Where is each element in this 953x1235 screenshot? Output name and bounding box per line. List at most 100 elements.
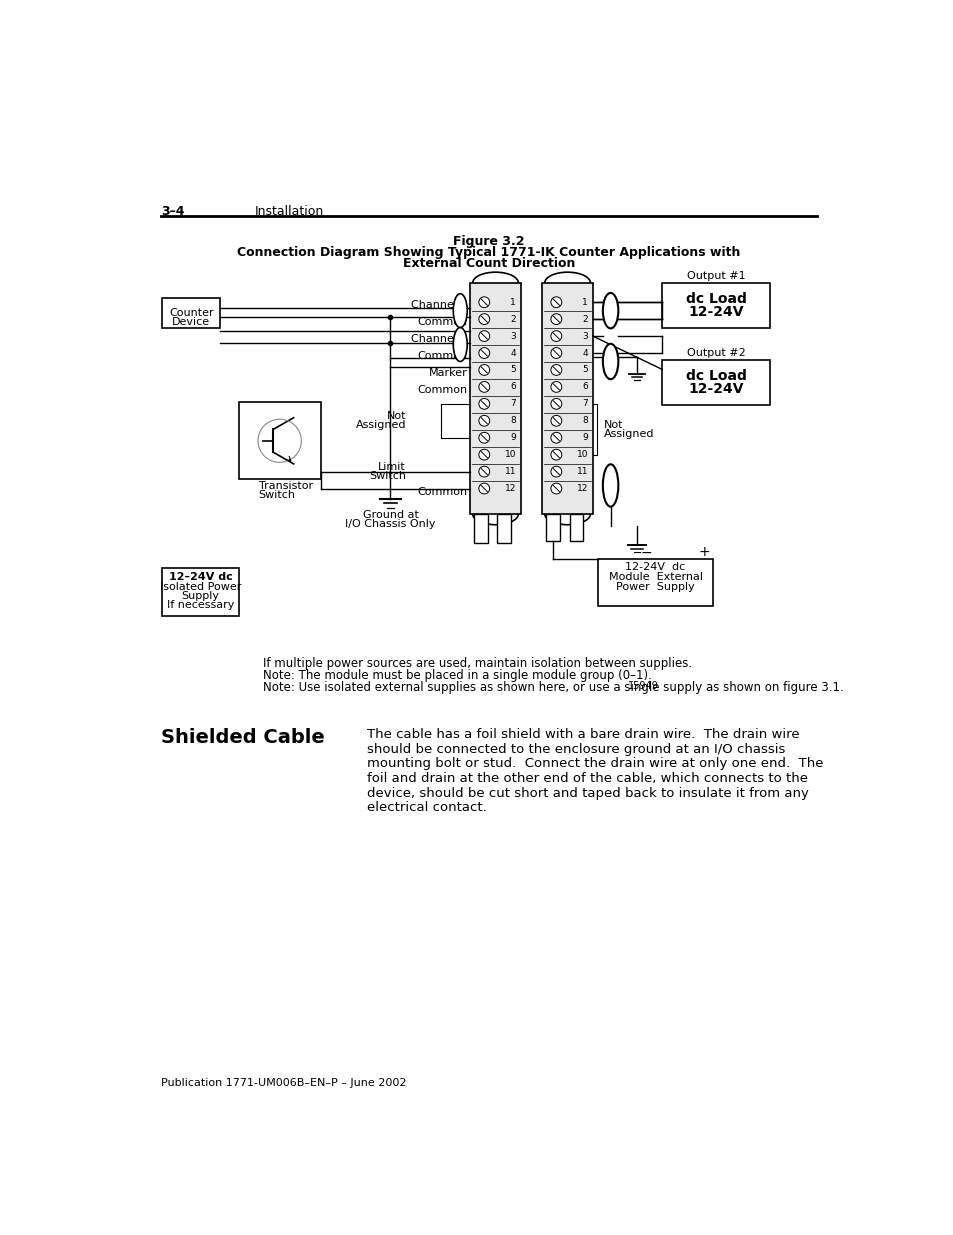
- Circle shape: [478, 450, 489, 461]
- Circle shape: [550, 450, 561, 461]
- Circle shape: [550, 432, 561, 443]
- Text: 12–24V dc: 12–24V dc: [169, 572, 233, 582]
- Text: Limit: Limit: [377, 462, 406, 472]
- Ellipse shape: [602, 343, 618, 379]
- Text: dc Load: dc Load: [685, 293, 745, 306]
- Text: Supply: Supply: [181, 592, 219, 601]
- Text: 5: 5: [510, 366, 516, 374]
- Text: 7: 7: [581, 399, 587, 409]
- Text: +: +: [698, 546, 709, 559]
- Text: 12: 12: [504, 484, 516, 493]
- Text: dc Load: dc Load: [685, 369, 745, 383]
- Text: Channel A: Channel A: [411, 300, 468, 310]
- Text: Power  Supply: Power Supply: [616, 583, 694, 593]
- Bar: [569, 514, 583, 541]
- Text: Note: The module must be placed in a single module group (0–1).: Note: The module must be placed in a sin…: [262, 669, 651, 683]
- Bar: [661, 283, 769, 327]
- Text: Marker: Marker: [429, 368, 468, 378]
- Circle shape: [550, 382, 561, 393]
- Text: Assigned: Assigned: [355, 420, 406, 431]
- Text: 6: 6: [510, 383, 516, 391]
- Text: 6: 6: [581, 383, 587, 391]
- Circle shape: [478, 382, 489, 393]
- Text: electrical contact.: electrical contact.: [367, 802, 486, 814]
- Text: Not: Not: [603, 420, 622, 430]
- Bar: [546, 514, 559, 541]
- Text: foil and drain at the other end of the cable, which connects to the: foil and drain at the other end of the c…: [367, 772, 807, 785]
- Text: 1: 1: [510, 298, 516, 306]
- Text: Switch: Switch: [369, 472, 406, 482]
- Bar: [474, 514, 488, 543]
- Text: Figure 3.2: Figure 3.2: [453, 235, 524, 248]
- Ellipse shape: [602, 293, 618, 329]
- Circle shape: [478, 296, 489, 308]
- Text: Device: Device: [172, 317, 211, 327]
- Text: Counter: Counter: [169, 308, 213, 317]
- Text: 4: 4: [510, 348, 516, 357]
- Circle shape: [478, 399, 489, 409]
- Ellipse shape: [453, 327, 467, 362]
- Text: Common: Common: [417, 351, 468, 361]
- Text: 7: 7: [510, 399, 516, 409]
- Text: 12: 12: [577, 484, 587, 493]
- Text: Isolated Power: Isolated Power: [160, 582, 241, 592]
- Text: 5: 5: [581, 366, 587, 374]
- Circle shape: [478, 347, 489, 358]
- Text: 9: 9: [581, 433, 587, 442]
- Bar: [239, 403, 320, 479]
- Text: 12-24V: 12-24V: [687, 382, 743, 395]
- Text: Output #2: Output #2: [686, 347, 744, 358]
- Text: If necessary: If necessary: [167, 600, 234, 610]
- Text: 2: 2: [510, 315, 516, 324]
- Text: 10: 10: [576, 451, 587, 459]
- Text: Switch: Switch: [258, 490, 295, 500]
- Text: 4: 4: [582, 348, 587, 357]
- Text: 12-24V  dc: 12-24V dc: [625, 562, 685, 573]
- Circle shape: [478, 432, 489, 443]
- Circle shape: [478, 364, 489, 375]
- Text: 12-24V: 12-24V: [687, 305, 743, 319]
- Text: Channel B: Channel B: [411, 335, 468, 345]
- Circle shape: [550, 331, 561, 341]
- Text: 3: 3: [581, 331, 587, 341]
- Text: Common: Common: [417, 385, 468, 395]
- Text: Transistor: Transistor: [258, 480, 313, 490]
- Text: Assigned: Assigned: [603, 429, 654, 438]
- Text: Connection Diagram Showing Typical 1771-IK Counter Applications with: Connection Diagram Showing Typical 1771-…: [237, 246, 740, 259]
- Circle shape: [550, 415, 561, 426]
- Text: Not: Not: [386, 411, 406, 421]
- Text: Publication 1771-UM006B–EN–P – June 2002: Publication 1771-UM006B–EN–P – June 2002: [161, 1078, 406, 1088]
- Text: Installation: Installation: [254, 205, 324, 219]
- Text: The cable has a foil shield with a bare drain wire.  The drain wire: The cable has a foil shield with a bare …: [367, 727, 799, 741]
- Text: 3–4: 3–4: [161, 205, 185, 219]
- Circle shape: [550, 296, 561, 308]
- Circle shape: [550, 466, 561, 477]
- Text: I/O Chassis Only: I/O Chassis Only: [345, 520, 436, 530]
- Bar: [162, 299, 220, 327]
- Text: −: −: [639, 546, 652, 559]
- FancyArrowPatch shape: [286, 457, 291, 461]
- Text: Common: Common: [417, 317, 468, 327]
- Text: 8: 8: [510, 416, 516, 425]
- Bar: [497, 514, 511, 543]
- Text: Module  External: Module External: [608, 573, 701, 583]
- Text: Note: Use isolated external supplies as shown here, or use a single supply as sh: Note: Use isolated external supplies as …: [262, 680, 842, 694]
- Bar: [661, 359, 769, 405]
- Circle shape: [550, 483, 561, 494]
- Circle shape: [478, 314, 489, 325]
- Circle shape: [478, 331, 489, 341]
- Text: External Count Direction: External Count Direction: [402, 257, 575, 269]
- Circle shape: [478, 466, 489, 477]
- Text: 11: 11: [504, 467, 516, 477]
- Text: If multiple power sources are used, maintain isolation between supplies.: If multiple power sources are used, main…: [262, 657, 691, 671]
- Circle shape: [550, 347, 561, 358]
- Text: 9: 9: [510, 433, 516, 442]
- Text: 11: 11: [576, 467, 587, 477]
- Ellipse shape: [453, 294, 467, 327]
- Text: 1: 1: [581, 298, 587, 306]
- Circle shape: [478, 483, 489, 494]
- Text: 3: 3: [510, 331, 516, 341]
- Text: 8: 8: [581, 416, 587, 425]
- Ellipse shape: [602, 464, 618, 506]
- Text: 2: 2: [582, 315, 587, 324]
